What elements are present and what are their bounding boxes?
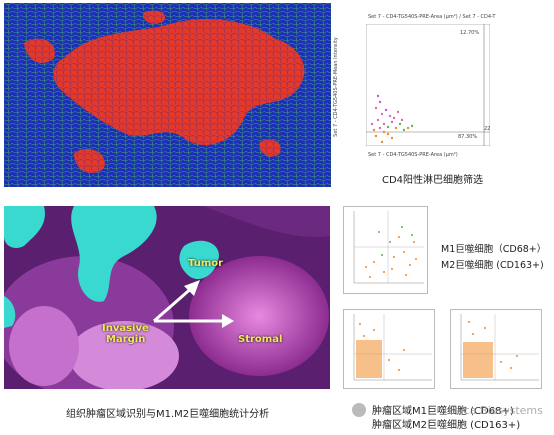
tissue-caption: 组织肿瘤区域识别与M1.M2巨噬细胞统计分析 [66, 409, 270, 420]
m1-m2-scatter-plot [343, 206, 428, 294]
watermark: Leica Biosystems [448, 404, 543, 417]
threshold-tick: 22 [484, 126, 491, 132]
tumor-m1-caption: 肿瘤区域M1巨噬细胞 (CD68+) [372, 406, 514, 417]
wechat-logo-icon [352, 403, 366, 417]
quadrant-top-pct: 12.70% [460, 30, 480, 36]
margin-label: Margin [106, 334, 146, 345]
m1-tumor-scatter-plot [343, 309, 435, 389]
tissue-svg [4, 206, 330, 389]
cd4-scatter-plot: Set 7 - CD4-TG540S-PRE-Area (µm²) / Set … [333, 14, 496, 162]
stromal-label: Stromal [238, 334, 283, 345]
m1-tumor-scatter-svg [353, 314, 432, 381]
plot-xlabel: Set 7 - CD4-TG540S-PRE-Area (µm²) [368, 152, 458, 158]
cd4-caption: CD4阳性淋巴细胞筛选 [382, 175, 484, 186]
scatter-area [366, 24, 490, 146]
m2-label: M2巨噬细胞 (CD163+) [441, 260, 544, 271]
m2-tumor-scatter-plot [450, 309, 542, 389]
tissue-image: Tumor Invasive Margin Stromal [4, 206, 330, 389]
invasive-label: Invasive [102, 323, 149, 334]
quadrant-bottom-pct: 87.30% [458, 134, 478, 140]
m1-m2-scatter-svg [353, 211, 424, 284]
tumor-label: Tumor [188, 258, 224, 269]
m1-label: M1巨噬细胞（CD68+） [441, 244, 547, 255]
scatter-points [370, 94, 414, 144]
segmentation-svg [4, 3, 331, 187]
tumor-m2-caption: 肿瘤区域M2巨噬细胞 (CD163+) [372, 420, 521, 431]
m2-tumor-scatter-svg [460, 314, 539, 381]
plot-title: Set 7 - CD4-TG540S-PRE-Area (µm²) / Set … [368, 14, 496, 20]
plot-ylabel: Set 7 - CD4-TG540S-PRE-Mean Intensity [332, 37, 339, 137]
segmentation-image [4, 3, 331, 187]
